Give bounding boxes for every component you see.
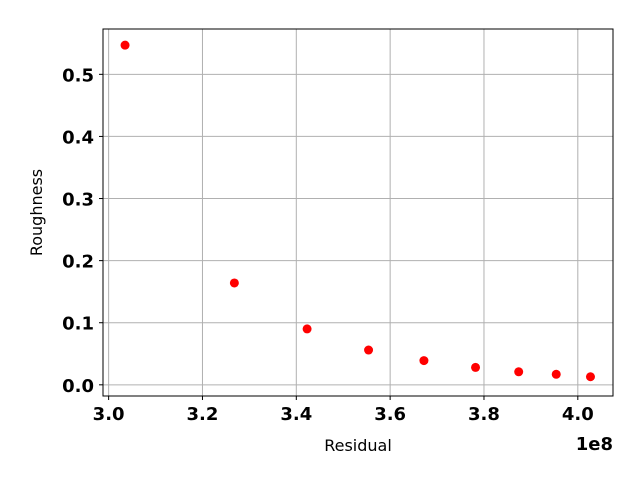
data-point xyxy=(419,356,429,366)
x-axis-ticks: 3.0 3.2 3.4 3.6 3.8 4.0 xyxy=(93,396,594,425)
x-tick-label: 3.6 xyxy=(374,404,406,425)
data-point xyxy=(551,369,561,379)
grid-lines xyxy=(103,29,613,396)
x-tick-label: 4.0 xyxy=(562,404,594,425)
data-point xyxy=(364,345,374,355)
y-tick-label: 0.0 xyxy=(62,376,94,397)
y-tick-label: 0.2 xyxy=(62,252,94,273)
data-point xyxy=(302,324,312,334)
data-points xyxy=(120,40,595,382)
x-axis-label: Residual xyxy=(324,436,392,455)
x-tick-label: 3.4 xyxy=(280,404,312,425)
y-tick-label: 0.5 xyxy=(62,65,94,86)
plot-frame xyxy=(102,28,614,397)
x-tick-label: 3.0 xyxy=(93,404,125,425)
data-point xyxy=(229,278,239,288)
x-tick-label: 3.8 xyxy=(468,404,500,425)
data-point xyxy=(120,40,130,50)
x-tick-label: 3.2 xyxy=(187,404,219,425)
data-point xyxy=(585,372,595,382)
data-point xyxy=(514,367,524,377)
y-tick-label: 0.3 xyxy=(62,190,94,211)
y-axis-label: Roughness xyxy=(27,169,46,256)
y-tick-label: 0.4 xyxy=(62,127,94,148)
x-axis-offset-label: 1e8 xyxy=(576,434,613,455)
data-point xyxy=(471,362,481,372)
y-axis-ticks: 0.0 0.1 0.2 0.3 0.4 0.5 xyxy=(62,65,103,397)
y-tick-label: 0.1 xyxy=(62,314,94,335)
